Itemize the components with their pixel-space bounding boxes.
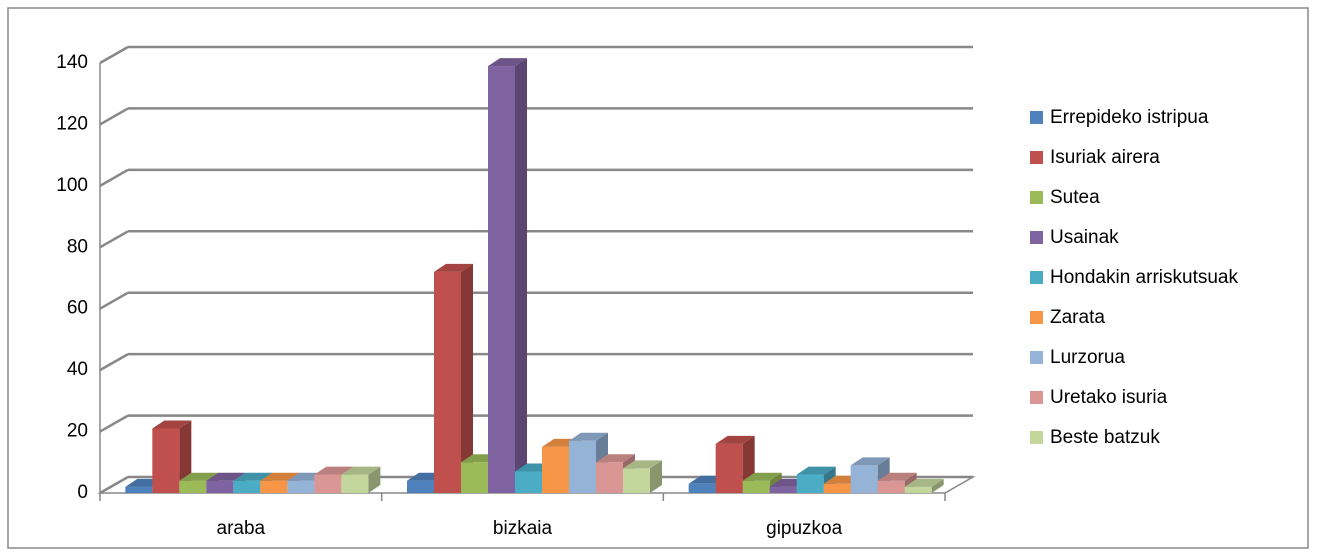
bar (233, 480, 261, 493)
legend-swatch (1030, 231, 1043, 244)
bar (260, 480, 288, 493)
y-tick-label: 0 (77, 482, 88, 503)
bar-side (461, 263, 473, 493)
bar (688, 483, 716, 493)
y-tick-label: 20 (67, 421, 88, 442)
bar (542, 446, 569, 493)
legend-label: Isuriak airera (1050, 147, 1160, 168)
grid-line-side (99, 230, 129, 249)
x-tick-label: bizkaia (493, 518, 553, 539)
x-tick-label: gipuzkoa (766, 518, 842, 539)
bar-side (650, 460, 662, 493)
y-tick-label: 140 (56, 52, 88, 73)
y-tick-label: 100 (56, 175, 88, 196)
bar (206, 480, 234, 493)
bar-top (850, 457, 890, 466)
bar-top (488, 58, 527, 67)
bar-top (796, 466, 836, 475)
bar (742, 480, 770, 493)
bar (287, 480, 315, 493)
bar-top (179, 472, 219, 481)
legend-label: Usainak (1050, 227, 1119, 248)
bar-top (623, 460, 662, 469)
bar-top (152, 420, 192, 429)
bar-top (206, 472, 246, 481)
legend-swatch (1030, 191, 1043, 204)
bar (515, 471, 542, 493)
bar (850, 465, 878, 493)
y-tick-label: 80 (67, 236, 88, 257)
bar (314, 474, 342, 493)
bar (623, 468, 650, 493)
bar-top (434, 263, 473, 272)
grid-line-side (99, 45, 129, 65)
y-tick-label: 40 (67, 359, 88, 380)
bar-top (341, 466, 381, 475)
bar (488, 66, 515, 494)
x-tick-label: araba (217, 518, 266, 539)
bar-top (260, 472, 300, 481)
legend-swatch (1030, 431, 1043, 444)
legend-label: Uretako isuria (1050, 387, 1168, 408)
legend-swatch (1030, 271, 1043, 284)
legend-label: Errepideko istripua (1050, 107, 1209, 128)
bar (769, 486, 797, 493)
bar (877, 480, 905, 493)
bar (152, 428, 180, 493)
bar-side (368, 466, 381, 493)
grid-line-side (99, 353, 129, 372)
grid-line-side (99, 168, 129, 187)
bar (179, 480, 207, 493)
legend-label: Sutea (1050, 187, 1100, 208)
legend-swatch (1030, 391, 1043, 404)
bar (569, 440, 596, 493)
chart-border (7, 7, 1309, 549)
bar-top (715, 435, 755, 444)
bar (341, 474, 369, 493)
bar-top (596, 454, 635, 463)
bar (125, 486, 153, 493)
bar (904, 486, 932, 493)
bar-top (314, 466, 354, 475)
bar (596, 462, 623, 493)
bar-top (569, 432, 608, 441)
legend-swatch (1030, 311, 1043, 324)
bar-top (904, 478, 944, 487)
bar (407, 480, 434, 493)
legend-label: Hondakin arriskutsuak (1050, 267, 1238, 288)
legend-swatch (1030, 351, 1043, 364)
grid-line-side (99, 107, 129, 126)
legend-swatch (1030, 151, 1043, 164)
legend-label: Beste batzuk (1050, 427, 1160, 448)
bar (715, 443, 743, 493)
grid-line-side (99, 414, 129, 433)
y-tick-label: 60 (67, 298, 88, 319)
bar-side (515, 58, 527, 493)
bar (823, 483, 851, 493)
legend-swatch (1030, 111, 1043, 124)
bar-top (233, 472, 273, 481)
y-tick-label: 120 (56, 113, 88, 134)
legend-label: Zarata (1050, 307, 1105, 328)
bar (461, 462, 488, 493)
bar-top (877, 472, 917, 481)
bar-side (931, 478, 944, 493)
grid-line-side (99, 475, 129, 495)
grid-line-side (99, 291, 129, 310)
bar (796, 474, 824, 493)
bar-top (742, 472, 782, 481)
bar (434, 271, 461, 493)
legend-label: Lurzorua (1050, 347, 1125, 368)
